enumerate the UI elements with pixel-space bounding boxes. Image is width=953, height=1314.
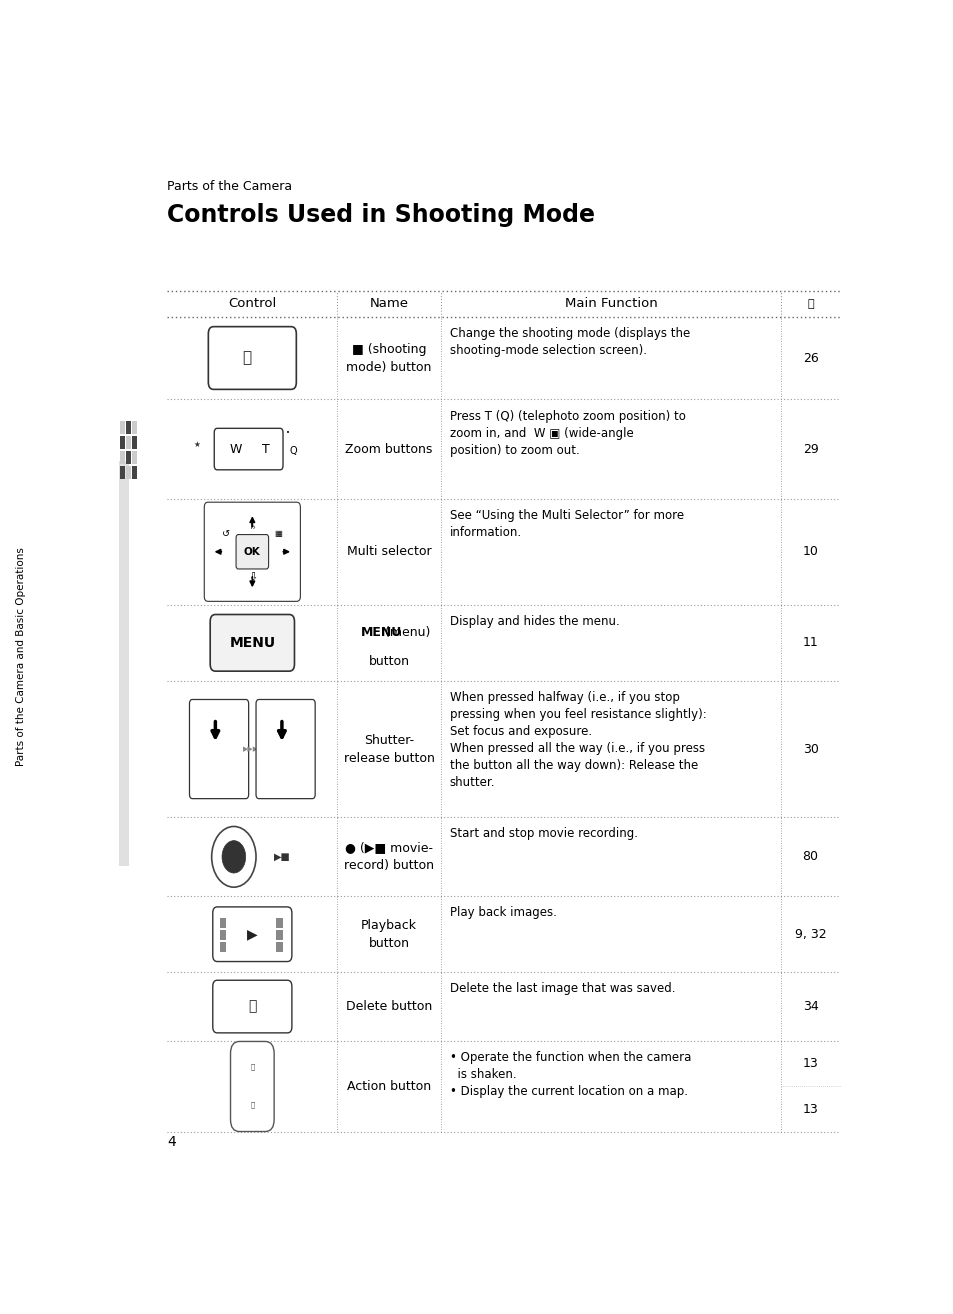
Text: Display and hides the menu.: Display and hides the menu.: [449, 615, 618, 628]
Text: 📷: 📷: [242, 351, 251, 365]
FancyBboxPatch shape: [132, 466, 137, 480]
Text: 29: 29: [801, 443, 818, 456]
FancyBboxPatch shape: [120, 466, 125, 480]
FancyBboxPatch shape: [120, 436, 125, 449]
Text: ● (▶■ movie-
record) button: ● (▶■ movie- record) button: [344, 841, 434, 872]
FancyBboxPatch shape: [213, 980, 292, 1033]
Text: Main Function: Main Function: [564, 297, 657, 310]
Text: ★: ★: [193, 439, 200, 448]
Text: See “Using the Multi Selector” for more
information.: See “Using the Multi Selector” for more …: [449, 509, 683, 539]
Text: MENU: MENU: [361, 627, 402, 639]
FancyBboxPatch shape: [126, 451, 131, 464]
Text: Delete button: Delete button: [346, 1000, 432, 1013]
Text: 80: 80: [801, 850, 818, 863]
Text: ↺: ↺: [222, 528, 231, 539]
FancyBboxPatch shape: [231, 1042, 274, 1131]
FancyBboxPatch shape: [213, 907, 292, 962]
Text: ▶■: ▶■: [274, 851, 290, 862]
Text: ♄: ♄: [249, 522, 255, 531]
Text: Shutter-
release button: Shutter- release button: [343, 733, 435, 765]
FancyBboxPatch shape: [190, 699, 249, 799]
Text: (menu): (menu): [380, 627, 430, 639]
Text: When pressed halfway (i.e., if you stop
pressing when you feel resistance slight: When pressed halfway (i.e., if you stop …: [449, 691, 706, 788]
FancyBboxPatch shape: [275, 942, 282, 953]
Text: 26: 26: [801, 352, 818, 364]
Text: Parts of the Camera and Basic Operations: Parts of the Camera and Basic Operations: [16, 548, 26, 766]
Text: 📷: 📷: [250, 1063, 254, 1070]
Text: ▶▶▶: ▶▶▶: [242, 746, 258, 752]
FancyBboxPatch shape: [204, 502, 300, 602]
Text: Control: Control: [228, 297, 276, 310]
Text: 📖: 📖: [806, 298, 813, 309]
Circle shape: [222, 841, 246, 872]
FancyBboxPatch shape: [132, 451, 137, 464]
Text: 9, 32: 9, 32: [794, 928, 825, 941]
Text: 34: 34: [801, 1000, 818, 1013]
FancyBboxPatch shape: [208, 327, 296, 389]
Text: W: W: [230, 443, 242, 456]
Text: MENU: MENU: [229, 636, 275, 650]
Text: T: T: [261, 443, 270, 456]
FancyBboxPatch shape: [275, 918, 282, 928]
Text: OK: OK: [244, 547, 260, 557]
Text: Zoom buttons: Zoom buttons: [345, 443, 433, 456]
Text: 30: 30: [801, 742, 818, 756]
Text: Play back images.: Play back images.: [449, 907, 556, 920]
FancyBboxPatch shape: [235, 535, 269, 569]
Text: Playback
button: Playback button: [361, 918, 416, 950]
FancyBboxPatch shape: [132, 436, 137, 449]
Text: Press T (Q) (telephoto zoom position) to
zoom in, and  W ▣ (wide-angle
position): Press T (Q) (telephoto zoom position) to…: [449, 410, 685, 456]
Text: button: button: [368, 654, 409, 668]
Text: ▦: ▦: [274, 530, 282, 537]
Text: 🗑: 🗑: [248, 1000, 256, 1013]
Text: Controls Used in Shooting Mode: Controls Used in Shooting Mode: [167, 204, 595, 227]
FancyBboxPatch shape: [120, 420, 125, 434]
Text: Start and stop movie recording.: Start and stop movie recording.: [449, 828, 637, 841]
FancyBboxPatch shape: [126, 466, 131, 480]
FancyBboxPatch shape: [132, 420, 137, 434]
FancyBboxPatch shape: [219, 942, 226, 953]
Text: 📍: 📍: [250, 1101, 254, 1108]
Text: Delete the last image that was saved.: Delete the last image that was saved.: [449, 983, 675, 995]
Text: • Operate the function when the camera
  is shaken.
• Display the current locati: • Operate the function when the camera i…: [449, 1051, 690, 1099]
Text: ▶: ▶: [247, 928, 257, 941]
FancyBboxPatch shape: [219, 918, 226, 928]
Text: •: •: [286, 430, 290, 436]
Text: Parts of the Camera: Parts of the Camera: [167, 180, 293, 193]
Text: 4: 4: [167, 1135, 176, 1150]
Text: Name: Name: [369, 297, 408, 310]
FancyBboxPatch shape: [219, 930, 226, 941]
FancyBboxPatch shape: [126, 420, 131, 434]
Text: 11: 11: [801, 636, 818, 649]
FancyBboxPatch shape: [120, 451, 125, 464]
Text: Multi selector: Multi selector: [347, 545, 431, 558]
Text: 10: 10: [801, 545, 818, 558]
FancyBboxPatch shape: [275, 930, 282, 941]
Text: Action button: Action button: [347, 1080, 431, 1093]
Text: Q: Q: [290, 445, 297, 456]
Text: Change the shooting mode (displays the
shooting-mode selection screen).: Change the shooting mode (displays the s…: [449, 327, 689, 356]
Text: 13: 13: [801, 1102, 818, 1116]
FancyBboxPatch shape: [214, 428, 283, 470]
FancyBboxPatch shape: [119, 461, 129, 866]
FancyBboxPatch shape: [126, 436, 131, 449]
Text: ⇩: ⇩: [248, 572, 256, 582]
Text: ■ (shooting
mode) button: ■ (shooting mode) button: [346, 343, 432, 373]
Text: 13: 13: [801, 1058, 818, 1070]
FancyBboxPatch shape: [255, 699, 314, 799]
FancyBboxPatch shape: [210, 615, 294, 671]
